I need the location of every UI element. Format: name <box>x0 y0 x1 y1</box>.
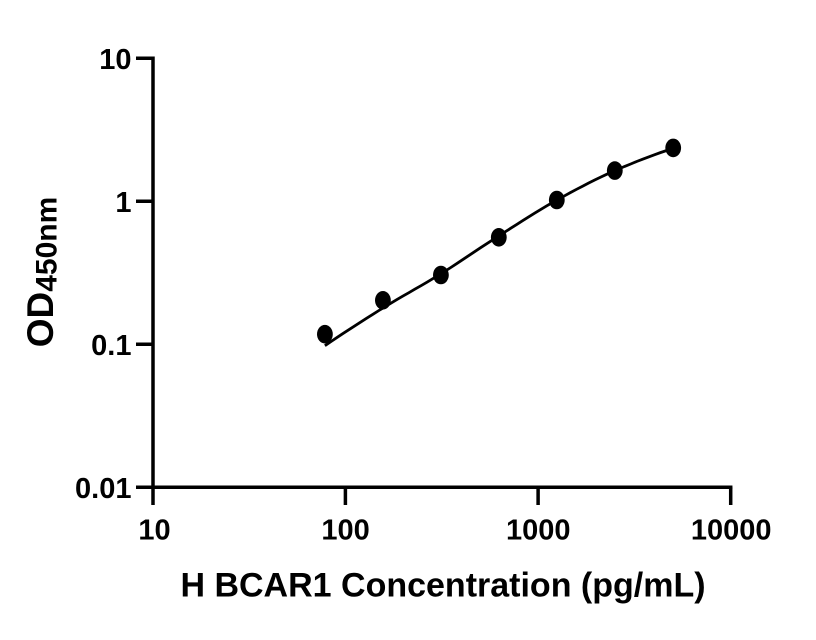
svg-text:10000: 10000 <box>691 515 772 547</box>
svg-text:OD450nm: OD450nm <box>20 197 64 348</box>
svg-text:1: 1 <box>115 187 131 219</box>
svg-text:100: 100 <box>321 515 369 547</box>
svg-text:10: 10 <box>138 515 170 547</box>
svg-text:0.01: 0.01 <box>75 473 131 505</box>
svg-text:0.1: 0.1 <box>91 330 131 362</box>
svg-text:1000: 1000 <box>506 515 571 547</box>
svg-text:10: 10 <box>99 44 131 76</box>
svg-text:H BCAR1 Concentration (pg/mL): H BCAR1 Concentration (pg/mL) <box>180 567 705 605</box>
